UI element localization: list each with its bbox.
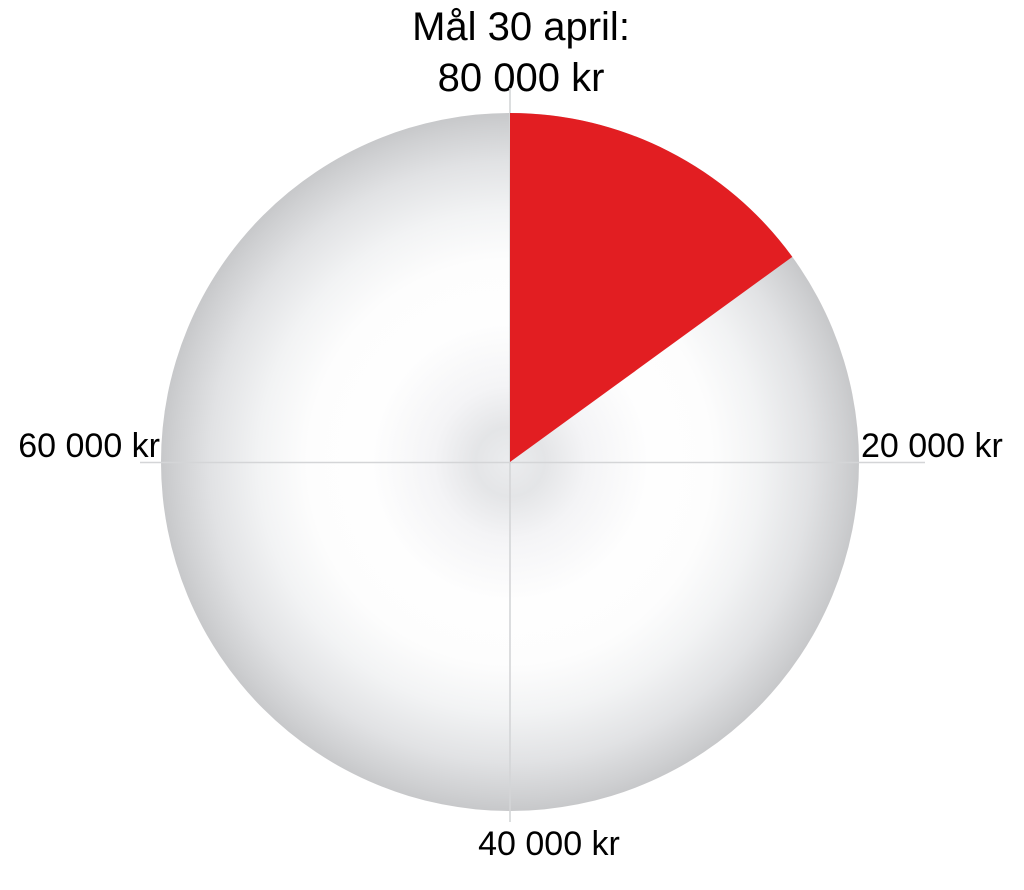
chart-title: Mål 30 april: 80 000 kr xyxy=(9,2,1024,104)
progress-wedge xyxy=(510,113,793,462)
chart-title-line1: Mål 30 april: xyxy=(412,5,630,49)
chart-title-line2: 80 000 kr xyxy=(437,56,605,100)
tick-label-60000: 60 000 kr xyxy=(18,427,160,465)
tick-label-40000: 40 000 kr xyxy=(478,825,620,863)
tick-label-20000: 20 000 kr xyxy=(861,427,1003,465)
